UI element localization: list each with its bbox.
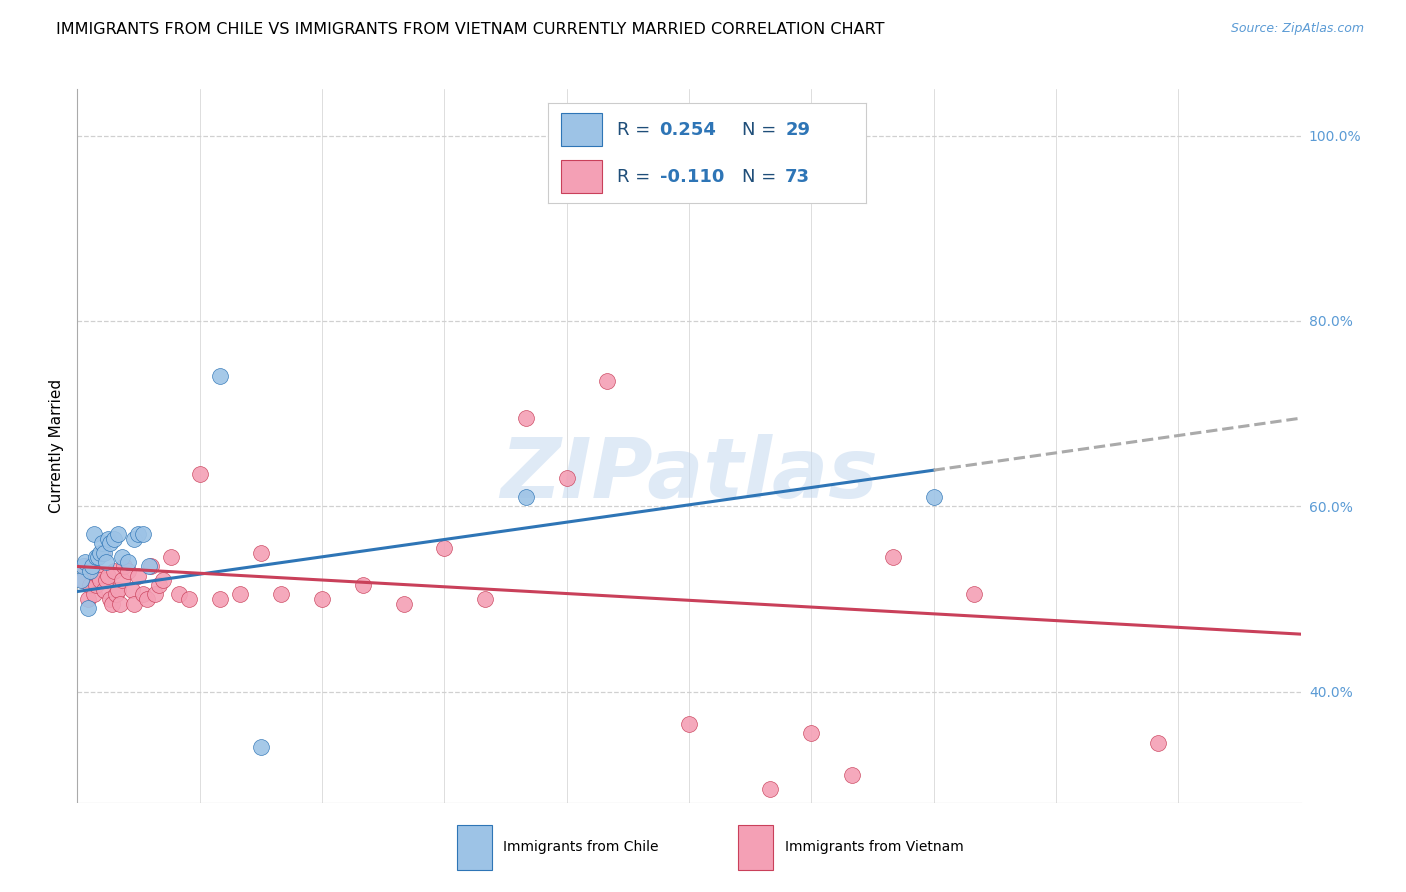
Point [94, 574, 117, 588]
Point [270, 587, 292, 601]
Point [143, 587, 166, 601]
Point [79, 564, 101, 578]
Point [138, 559, 160, 574]
Point [963, 587, 986, 601]
Point [87, 568, 110, 582]
Text: ZIPatlas: ZIPatlas [501, 434, 877, 515]
Point [392, 597, 415, 611]
Point [103, 564, 125, 578]
Point [83, 527, 105, 541]
Point [80, 564, 103, 578]
Point [352, 578, 374, 592]
Point [75, 559, 97, 574]
Point [311, 591, 333, 606]
Text: Source: ZipAtlas.com: Source: ZipAtlas.com [1230, 22, 1364, 36]
Point [84, 578, 107, 592]
Point [229, 587, 252, 601]
FancyBboxPatch shape [738, 825, 773, 870]
Point [117, 555, 139, 569]
Point [433, 541, 456, 555]
Point [131, 587, 153, 601]
Point [97, 532, 120, 546]
Point [94, 555, 117, 569]
Point [188, 467, 211, 481]
FancyBboxPatch shape [457, 825, 492, 870]
Point [678, 717, 700, 731]
Point [515, 490, 537, 504]
Point [98, 536, 121, 550]
Point [111, 550, 134, 565]
Point [80, 559, 103, 574]
Text: IMMIGRANTS FROM CHILE VS IMMIGRANTS FROM VIETNAM CURRENTLY MARRIED CORRELATION C: IMMIGRANTS FROM CHILE VS IMMIGRANTS FROM… [56, 22, 884, 37]
Point [108, 597, 131, 611]
Point [90, 536, 112, 550]
Point [160, 550, 183, 565]
Point [148, 578, 170, 592]
Point [76, 601, 98, 615]
Point [759, 781, 782, 796]
Point [89, 574, 111, 588]
Point [555, 471, 578, 485]
Point [131, 527, 153, 541]
Point [79, 578, 101, 592]
Point [117, 564, 139, 578]
Point [169, 587, 191, 601]
Point [70, 574, 93, 588]
Point [93, 545, 115, 559]
Point [128, 527, 150, 541]
Point [596, 374, 619, 388]
Point [152, 574, 174, 588]
Point [98, 591, 121, 606]
Point [209, 369, 232, 384]
Point [250, 740, 273, 755]
Point [72, 559, 94, 574]
Point [882, 550, 904, 565]
Point [250, 545, 273, 559]
Point [72, 574, 94, 588]
Point [84, 550, 107, 565]
Point [139, 559, 162, 574]
Point [83, 587, 105, 601]
Point [121, 582, 143, 597]
Text: Immigrants from Vietnam: Immigrants from Vietnam [785, 840, 963, 855]
Point [97, 568, 120, 582]
Point [101, 597, 124, 611]
Point [922, 490, 945, 504]
Point [474, 591, 496, 606]
Point [135, 591, 157, 606]
Point [124, 532, 146, 546]
Point [107, 527, 129, 541]
Point [124, 597, 146, 611]
Point [89, 545, 111, 559]
Point [111, 574, 134, 588]
Point [75, 555, 97, 569]
Point [800, 726, 823, 740]
Point [209, 591, 232, 606]
Point [179, 591, 201, 606]
Point [105, 587, 128, 601]
Point [93, 582, 115, 597]
Point [103, 532, 125, 546]
Point [76, 591, 98, 606]
Point [515, 411, 537, 425]
Text: Immigrants from Chile: Immigrants from Chile [503, 840, 659, 855]
Point [112, 559, 135, 574]
Point [87, 550, 110, 565]
Point [107, 582, 129, 597]
Point [1147, 735, 1170, 749]
Y-axis label: Currently Married: Currently Married [49, 379, 65, 513]
Point [90, 545, 112, 559]
Point [841, 768, 863, 782]
Point [128, 568, 150, 582]
